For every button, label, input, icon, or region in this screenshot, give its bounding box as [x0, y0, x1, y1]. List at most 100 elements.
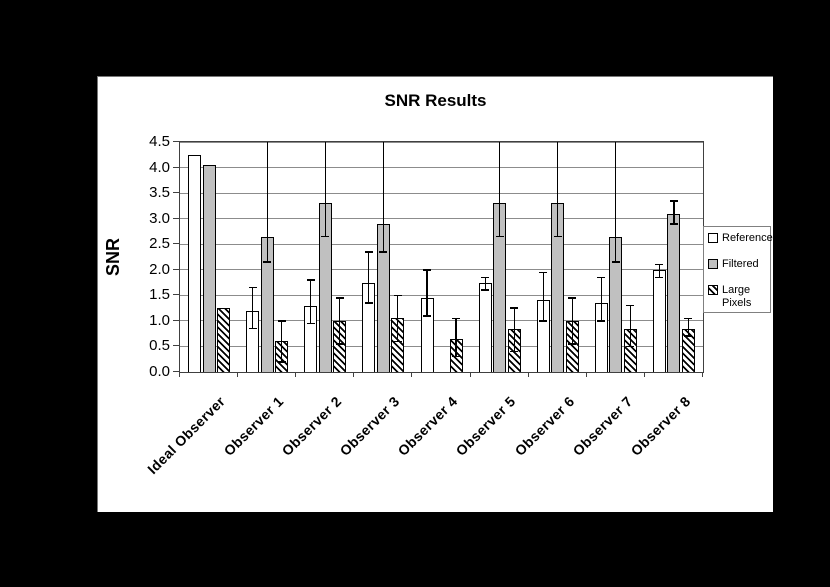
gridline [180, 294, 703, 296]
error-bar-cap-bottom [423, 315, 431, 317]
y-tick-label: 3.5 [149, 184, 170, 202]
error-bar-cap-top [669, 200, 678, 202]
y-axis-tick [173, 294, 179, 296]
error-bar-cap-bottom [553, 235, 562, 238]
error-bar-line [600, 277, 602, 321]
error-bar-cap-top [626, 304, 635, 307]
error-bar-cap-bottom [655, 276, 664, 279]
error-bar-cap-bottom [335, 343, 344, 345]
y-axis-tick [173, 243, 179, 245]
gridline [180, 141, 703, 143]
error-bar-cap-top [539, 271, 548, 274]
y-axis-tick [173, 166, 179, 168]
bar-white [478, 282, 492, 372]
error-bar-cap-bottom [248, 327, 257, 330]
x-tick-label: Observer 5 [453, 393, 519, 459]
error-bar-cap-top [684, 317, 693, 320]
error-bar-line [455, 318, 457, 357]
bar-white [652, 269, 666, 372]
legend-label: Large Pixels [722, 284, 752, 309]
error-bar-cap-top [277, 320, 286, 322]
x-axis-tick [643, 372, 645, 377]
error-bar-cap-top [423, 269, 431, 271]
error-bar-cap-bottom [539, 320, 548, 322]
legend-item: Reference [708, 232, 773, 245]
x-axis-tick [237, 372, 239, 377]
error-bar-line [368, 251, 370, 303]
error-bar-cap-bottom [306, 322, 315, 325]
y-axis-tick [173, 371, 179, 372]
x-tick-label: Observer 7 [569, 393, 636, 459]
y-axis-tick [173, 319, 179, 321]
gridline [180, 320, 703, 322]
error-bar-line [542, 272, 544, 321]
error-bar-cap-top [364, 251, 373, 253]
legend: Reference Filtered Large Pixels [703, 226, 773, 313]
error-bar-cap-top [306, 279, 315, 281]
error-bar-line [615, 142, 617, 263]
error-bar-line [484, 277, 486, 291]
error-bar-line [499, 142, 501, 237]
error-bar-line [324, 142, 326, 237]
error-bar-line [571, 297, 573, 344]
y-tick-label: 4.5 [149, 133, 170, 150]
x-axis-tick [353, 372, 355, 377]
error-bar-cap-top [452, 317, 460, 320]
error-bar-line [397, 295, 399, 342]
error-bar-cap-top [655, 263, 664, 266]
gridline [180, 192, 703, 194]
error-bar-cap-top [597, 276, 606, 279]
bar-gray [202, 165, 216, 372]
error-bar-cap-top [335, 297, 344, 299]
error-bar-cap-bottom [277, 361, 286, 363]
error-bar-cap-bottom [568, 343, 577, 345]
chart-title: SNR Results [384, 91, 487, 110]
x-tick-label: Observer 1 [220, 393, 287, 459]
error-bar-line [629, 305, 631, 347]
gridline [180, 243, 703, 245]
error-bar-cap-bottom [495, 235, 504, 238]
legend-item: Large Pixels [708, 284, 770, 310]
error-bar-cap-top [510, 307, 519, 309]
chart-panel: SNR Results SNR Reference Filtered Large P… [97, 76, 773, 512]
error-bar-cap-bottom [510, 350, 519, 353]
bar-gray [667, 213, 681, 372]
error-bar-cap-top [393, 294, 402, 297]
error-bar-cap-bottom [263, 261, 272, 263]
error-bar-cap-bottom [379, 251, 388, 253]
gridline [180, 345, 703, 347]
y-axis-tick [173, 192, 179, 194]
error-bar-cap-bottom [481, 289, 490, 291]
x-axis-tick [469, 372, 471, 377]
error-bar-line [281, 320, 283, 362]
error-bar-line [310, 280, 312, 324]
x-axis-tick [527, 372, 529, 377]
y-tick-label: 3.0 [149, 209, 170, 227]
error-bar-line [513, 308, 515, 352]
error-bar-cap-top [481, 276, 490, 279]
gridline [180, 167, 703, 169]
x-axis-tick [411, 372, 413, 377]
x-axis-tick [179, 372, 180, 377]
bar-hatch [217, 308, 231, 372]
error-bar-cap-top [248, 286, 257, 289]
legend-label: Filtered [722, 258, 759, 270]
error-bar-line [266, 142, 268, 263]
error-bar-cap-top [568, 297, 577, 299]
y-axis-tick [173, 141, 179, 142]
legend-swatch-hatch [708, 285, 718, 295]
error-bar-line [252, 287, 254, 329]
error-bar-cap-bottom [452, 355, 460, 358]
bar-white [188, 154, 202, 372]
error-bar-cap-bottom [684, 335, 693, 337]
x-tick-label: Observer 2 [278, 393, 345, 459]
error-bar-line [557, 142, 559, 237]
y-tick-label: 2.0 [149, 260, 170, 278]
x-tick-label: Observer 8 [627, 393, 694, 459]
error-bar-line [658, 264, 661, 278]
x-tick-label: Observer 3 [336, 393, 403, 459]
legend-label: Reference [722, 232, 773, 244]
error-bar-cap-bottom [611, 261, 620, 263]
error-bar-line [673, 200, 675, 224]
